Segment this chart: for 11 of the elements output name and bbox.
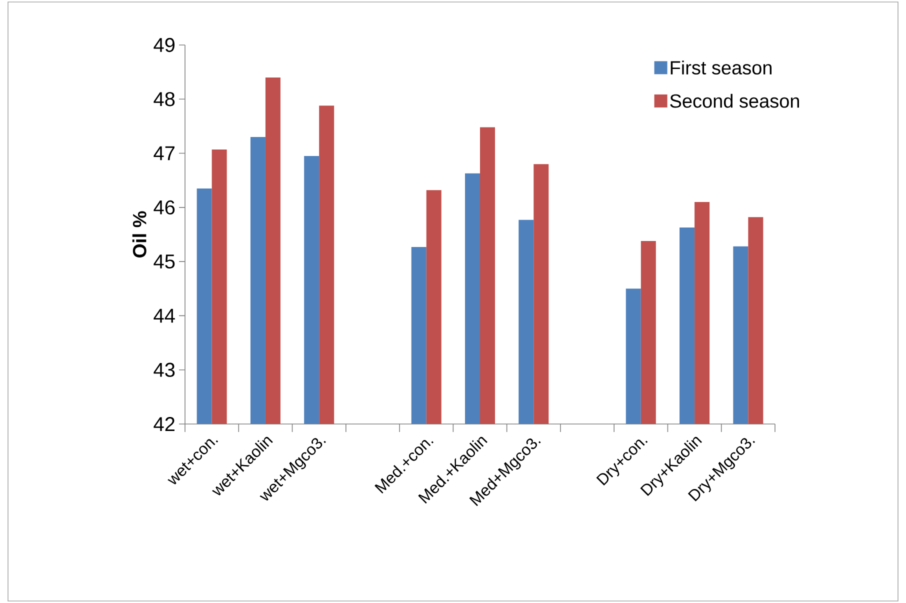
legend-label: First season — [670, 60, 772, 75]
y-tick-label: 47 — [154, 146, 174, 160]
legend-label: Second season — [670, 94, 800, 108]
y-tick-label: 49 — [154, 38, 175, 52]
y-axis-title: Oil % — [132, 211, 146, 258]
y-tick-label: 45 — [154, 254, 175, 269]
y-tick-label: 46 — [154, 200, 175, 214]
y-tick-label: 42 — [154, 417, 174, 431]
y-tick-label: 48 — [154, 92, 175, 106]
y-tick-label: 43 — [154, 362, 175, 377]
y-tick-label: 44 — [154, 308, 175, 323]
